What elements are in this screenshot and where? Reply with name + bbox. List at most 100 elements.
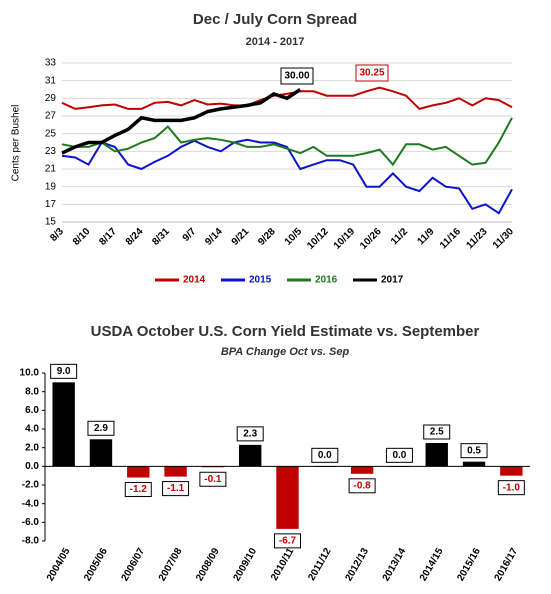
y-tick-label: 25 bbox=[45, 128, 57, 139]
x-tick-label: 8/3 bbox=[48, 226, 66, 244]
x-tick-label: 8/24 bbox=[124, 226, 146, 248]
x-tick-label: 9/14 bbox=[203, 226, 225, 248]
y-tick-label: 19 bbox=[45, 181, 57, 192]
y-tick-label: -8.0 bbox=[22, 536, 40, 547]
value-label-box bbox=[423, 424, 451, 440]
y-tick-label: 2.0 bbox=[25, 442, 39, 453]
y-tick-label: 6.0 bbox=[25, 405, 39, 416]
value-label: -1.0 bbox=[503, 482, 521, 493]
bar bbox=[239, 444, 262, 467]
line-series bbox=[61, 117, 513, 167]
x-tick-label: 2005/06 bbox=[82, 546, 110, 583]
x-tick-label: 11/23 bbox=[464, 226, 489, 251]
y-tick-label: 0.0 bbox=[25, 461, 39, 472]
x-tick-label: 2011/12 bbox=[306, 546, 334, 583]
value-label: -1.1 bbox=[167, 483, 185, 494]
x-tick-label: 10/19 bbox=[332, 226, 358, 252]
x-tick-label: 9/7 bbox=[181, 226, 199, 244]
value-label: 2.9 bbox=[94, 423, 108, 434]
y-tick-label: 17 bbox=[45, 199, 57, 210]
x-tick-label: 10/5 bbox=[283, 226, 305, 248]
chart-title: Dec / July Corn Spread bbox=[193, 11, 357, 28]
annotation-box bbox=[280, 67, 314, 85]
value-label: 0.5 bbox=[467, 445, 481, 456]
x-tick-label: 11/16 bbox=[438, 226, 463, 251]
legend-label: 2017 bbox=[381, 275, 404, 286]
x-tick-label: 11/2 bbox=[389, 226, 410, 247]
value-label-box bbox=[460, 443, 488, 459]
chart-title: USDA October U.S. Corn Yield Estimate vs… bbox=[91, 323, 480, 340]
chart-subtitle: BPA Change Oct vs. Sep bbox=[221, 346, 350, 358]
legend-label: 2014 bbox=[183, 275, 206, 286]
y-tick-label: -2.0 bbox=[22, 480, 40, 491]
bar bbox=[89, 439, 113, 467]
annotation: 30.25 bbox=[359, 68, 384, 79]
y-tick-label: -4.0 bbox=[22, 498, 40, 509]
value-label-box bbox=[311, 447, 339, 463]
value-label-box bbox=[162, 481, 190, 497]
x-tick-label: 9/21 bbox=[230, 226, 252, 248]
bar bbox=[350, 466, 374, 474]
x-tick-label: 9/28 bbox=[256, 226, 278, 248]
y-tick-label: 10.0 bbox=[20, 368, 40, 379]
value-label-box bbox=[50, 363, 78, 379]
bar bbox=[462, 461, 486, 467]
bar bbox=[52, 382, 75, 467]
x-tick-label: 2015/16 bbox=[455, 546, 483, 583]
x-tick-label: 10/26 bbox=[358, 226, 384, 252]
x-tick-label: 8/31 bbox=[150, 226, 172, 248]
y-axis-label: Cents per Bushel bbox=[11, 105, 22, 182]
x-tick-label: 2009/10 bbox=[231, 546, 259, 583]
value-label: -1.2 bbox=[130, 484, 148, 495]
annotation-box bbox=[355, 64, 389, 82]
value-label: 0.0 bbox=[392, 450, 406, 461]
value-label-box bbox=[348, 478, 376, 494]
value-label: 0.0 bbox=[318, 450, 332, 461]
x-tick-label: 2008/09 bbox=[194, 546, 222, 583]
value-label-box bbox=[274, 533, 301, 549]
x-tick-label: 2013/14 bbox=[381, 546, 409, 583]
value-label-box bbox=[385, 447, 413, 463]
value-label: -6.7 bbox=[279, 536, 297, 547]
x-tick-label: 2007/08 bbox=[157, 546, 185, 583]
value-label: -0.8 bbox=[353, 480, 371, 491]
y-tick-label: -6.0 bbox=[22, 517, 40, 528]
bar bbox=[276, 466, 299, 529]
y-tick-label: 31 bbox=[45, 75, 57, 86]
value-label-box bbox=[199, 471, 227, 487]
y-tick-label: 27 bbox=[45, 111, 57, 122]
x-tick-label: 8/10 bbox=[71, 226, 93, 248]
y-tick-label: 8.0 bbox=[25, 386, 39, 397]
line-series bbox=[61, 88, 302, 155]
bar bbox=[164, 466, 187, 477]
legend-label: 2015 bbox=[249, 275, 272, 286]
value-label-box bbox=[124, 482, 152, 498]
line-series bbox=[61, 86, 513, 111]
legend-label: 2016 bbox=[315, 275, 338, 286]
bar bbox=[425, 443, 448, 467]
value-label: 9.0 bbox=[57, 366, 71, 377]
value-label: 2.5 bbox=[430, 427, 444, 438]
y-tick-label: 29 bbox=[45, 93, 57, 104]
x-tick-label: 10/12 bbox=[305, 226, 331, 252]
value-label: -0.1 bbox=[204, 474, 222, 485]
x-tick-label: 2014/15 bbox=[418, 546, 446, 583]
y-tick-label: 33 bbox=[45, 58, 57, 69]
value-label: 2.3 bbox=[243, 429, 257, 440]
x-tick-label: 2006/07 bbox=[120, 546, 148, 583]
x-tick-label: 2004/05 bbox=[45, 546, 73, 583]
bar bbox=[500, 466, 523, 476]
chart-subtitle: 2014 - 2017 bbox=[246, 36, 305, 48]
annotation: 30.00 bbox=[284, 71, 309, 82]
bar bbox=[127, 466, 150, 478]
value-label-box bbox=[497, 480, 525, 496]
value-label-box bbox=[236, 426, 264, 442]
y-tick-label: 4.0 bbox=[25, 424, 39, 435]
x-tick-label: 2012/13 bbox=[343, 546, 371, 583]
x-tick-label: 2016/17 bbox=[493, 546, 521, 583]
x-tick-label: 11/30 bbox=[491, 226, 516, 251]
x-tick-label: 8/17 bbox=[97, 226, 119, 248]
y-tick-label: 23 bbox=[45, 146, 57, 157]
y-tick-label: 15 bbox=[45, 217, 57, 228]
